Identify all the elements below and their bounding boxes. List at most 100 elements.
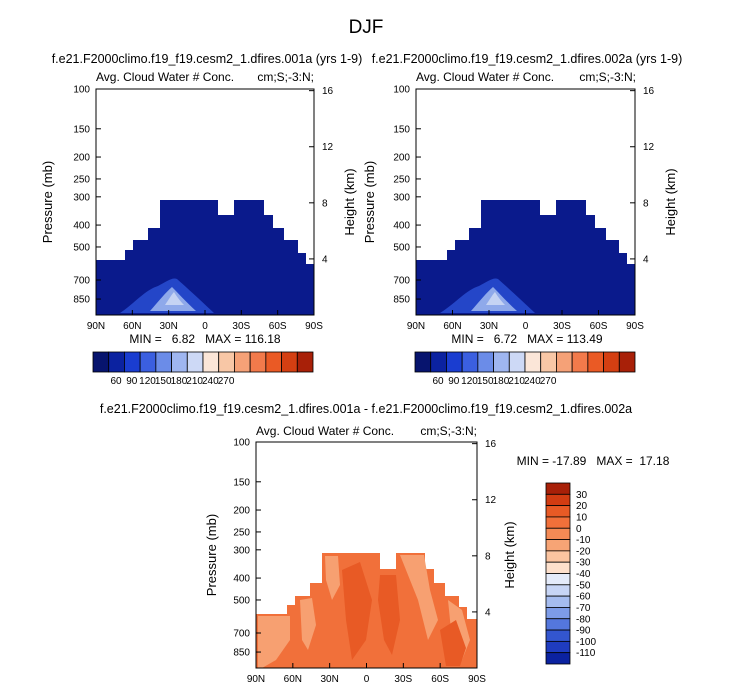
panel-3-colorbar-label: -70 bbox=[576, 603, 591, 614]
panel-3-yrtick: 16 bbox=[485, 439, 497, 450]
panel-2-title: f.e21.F2000climo.f19_f19.cesm2_1.dfires.… bbox=[372, 52, 683, 66]
colorbar-swatch bbox=[249, 351, 267, 373]
panel-1-left-label: Avg. Cloud Water # Conc. bbox=[96, 70, 234, 84]
panel-1-xtick: 90S bbox=[305, 321, 323, 332]
panel-2-yrtick: 16 bbox=[643, 86, 655, 97]
panel-3-colorbar-label: -50 bbox=[576, 580, 591, 591]
panel-1-yrtick: 12 bbox=[322, 142, 334, 153]
panel-1-colorbar-label: 210 bbox=[186, 376, 203, 387]
panel-1-field-pale bbox=[165, 292, 184, 305]
panel-2-ytick: 400 bbox=[393, 221, 410, 232]
colorbar-swatch bbox=[571, 351, 589, 373]
panel-2-xtick: 60S bbox=[590, 321, 608, 332]
panel-2-ytick: 100 bbox=[393, 85, 410, 96]
panel-3-colorbar-label: -100 bbox=[576, 637, 596, 648]
panel-2-ytick: 200 bbox=[393, 153, 410, 164]
colorbar-swatch bbox=[556, 351, 573, 373]
panel-3-xtick: 90N bbox=[247, 674, 265, 685]
panel-3-plot-area bbox=[255, 441, 478, 669]
panel-1-colorbar-label: 120 bbox=[139, 376, 156, 387]
panel-3-ytick: 100 bbox=[233, 438, 250, 449]
panel-3-colorbar-label: -40 bbox=[576, 569, 591, 580]
panel-3-ytick: 500 bbox=[233, 595, 250, 606]
panel-3-xtick: 60S bbox=[431, 674, 449, 685]
panel-2-left-label: Avg. Cloud Water # Conc. bbox=[416, 70, 554, 84]
panel-2-ytick: 500 bbox=[393, 242, 410, 253]
panel-1-ytick: 500 bbox=[73, 242, 90, 253]
panel-3-ylabel: Pressure (mb) bbox=[204, 514, 219, 596]
panel-2-colorbar-label: 240 bbox=[524, 376, 541, 387]
colorbar-swatch bbox=[296, 351, 314, 373]
panel-1-colorbar-label: 240 bbox=[202, 376, 219, 387]
panel-1-ytick: 300 bbox=[73, 192, 90, 203]
panel-2-colorbar-labels: 60 90 120 150 180 210 240 270 bbox=[433, 376, 557, 387]
panel-1-ytick: 400 bbox=[73, 221, 90, 232]
panel-1: f.e21.F2000climo.f19_f19.cesm2_1.dfires.… bbox=[40, 52, 362, 387]
colorbar-swatch bbox=[477, 351, 494, 373]
panel-3-xtick: 90S bbox=[468, 674, 486, 685]
panel-3-ytick: 200 bbox=[233, 506, 250, 517]
panel-2-colorbar-label: 120 bbox=[461, 376, 478, 387]
colorbar-swatch bbox=[545, 482, 571, 495]
panel-1-xtick: 0 bbox=[202, 321, 208, 332]
panel-1-xticks: 90N 60N 30N 0 30S 60S 90S bbox=[87, 321, 323, 332]
panel-2-colorbar-label: 180 bbox=[493, 376, 510, 387]
colorbar-swatch bbox=[545, 640, 571, 654]
panel-3-field-dark-a bbox=[342, 562, 372, 660]
colorbar-swatch bbox=[281, 351, 298, 373]
panel-3-yticks: 100 150 200 250 300 400 500 700 850 bbox=[233, 438, 250, 659]
panel-2-ylabel-right: Height (km) bbox=[663, 168, 678, 235]
panel-3-left-label: Avg. Cloud Water # Conc. bbox=[256, 424, 394, 438]
panel-3-right-label: cm;S;-3:N; bbox=[420, 424, 477, 438]
panel-3-ytick: 400 bbox=[233, 574, 250, 585]
panel-3-ytick: 700 bbox=[233, 628, 250, 639]
colorbar-swatch bbox=[218, 351, 235, 373]
panel-3-field-light-c bbox=[325, 556, 340, 600]
colorbar-swatch bbox=[446, 351, 463, 373]
panel-1-ytick: 850 bbox=[73, 295, 90, 306]
panel-1-colorbar-label: 60 bbox=[111, 376, 123, 387]
colorbar-swatch bbox=[545, 539, 571, 552]
panel-2-colorbar-label: 210 bbox=[508, 376, 525, 387]
panel-3-yrtick: 8 bbox=[485, 551, 491, 562]
panel-3-minmax: MIN = -17.89 MAX = 17.18 bbox=[517, 454, 670, 468]
panel-3-yrticks: 16 12 8 4 bbox=[485, 439, 497, 618]
panel-1-ylabel-right: Height (km) bbox=[342, 168, 357, 235]
colorbar-swatch bbox=[508, 351, 526, 373]
colorbar-swatch bbox=[618, 351, 636, 373]
panel-3-xtick: 0 bbox=[364, 674, 370, 685]
panel-3-colorbar-label: 10 bbox=[576, 512, 588, 523]
panel-2-yrtick: 12 bbox=[643, 142, 655, 153]
panel-3-colorbar-label: 20 bbox=[576, 501, 588, 512]
colorbar-swatch bbox=[108, 351, 125, 373]
colorbar-swatch bbox=[545, 629, 571, 642]
panel-3-tick-marks bbox=[255, 441, 478, 668]
colorbar-swatch bbox=[461, 351, 479, 373]
panel-3-ylabel-right: Height (km) bbox=[502, 521, 517, 588]
panel-2-xtick: 0 bbox=[523, 321, 529, 332]
panel-2-colorbar-label: 150 bbox=[477, 376, 494, 387]
panel-1-xtick: 60N bbox=[123, 321, 141, 332]
panel-2-minmax: MIN = 6.72 MAX = 113.49 bbox=[451, 332, 603, 346]
panel-3-ytick: 300 bbox=[233, 545, 250, 556]
panel-3-field-light-b bbox=[300, 598, 316, 650]
panel-3-colorbar-labels: 30 20 10 0 -10 -20 -30 -40 -50 -60 -70 -… bbox=[576, 490, 596, 659]
panel-2-yrtick: 8 bbox=[643, 198, 649, 209]
panel-2-ytick: 250 bbox=[393, 174, 410, 185]
panel-1-colorbar-label: 150 bbox=[155, 376, 172, 387]
panel-3-colorbar-label: -80 bbox=[576, 614, 591, 625]
panel-2-right-label: cm;S;-3:N; bbox=[579, 70, 636, 84]
colorbar-swatch bbox=[265, 351, 282, 373]
panel-1-xtick: 30N bbox=[159, 321, 177, 332]
panel-2-colorbar bbox=[414, 351, 636, 373]
panel-3-yrtick: 4 bbox=[485, 607, 491, 618]
colorbar-swatch bbox=[139, 351, 157, 373]
panel-1-ytick: 200 bbox=[73, 153, 90, 164]
panel-1-minmax: MIN = 6.82 MAX = 116.18 bbox=[129, 332, 281, 346]
colorbar-swatch bbox=[545, 618, 571, 631]
panel-3-xtick: 30S bbox=[394, 674, 412, 685]
colorbar-swatch bbox=[545, 550, 571, 563]
colorbar-swatch bbox=[545, 573, 571, 586]
colorbar-swatch bbox=[603, 351, 620, 373]
colorbar-swatch bbox=[545, 516, 571, 529]
